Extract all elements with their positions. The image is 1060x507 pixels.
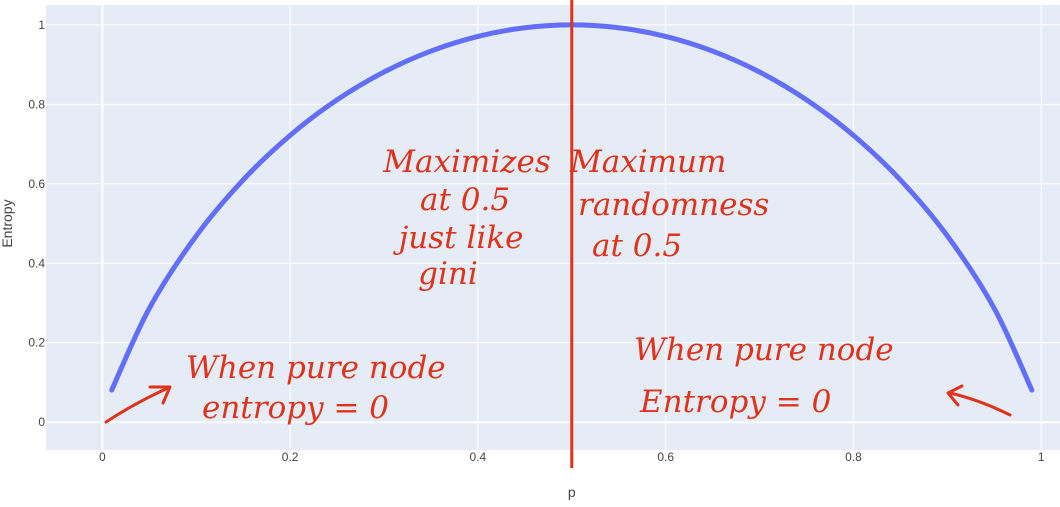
right-arrow xyxy=(946,384,1012,417)
annotation-right-top-line-3: at 0.5 xyxy=(592,228,682,264)
plot-background xyxy=(46,5,1060,450)
left-arrow xyxy=(104,385,172,424)
x-tick-label: 0.4 xyxy=(470,450,487,464)
y-tick-labels: 0 0.2 0.4 0.6 0.8 1 xyxy=(28,18,45,429)
x-tick-label: 0 xyxy=(99,450,106,464)
annotation-right-top-line-2: randomness xyxy=(578,187,769,223)
x-tick-label: 0.2 xyxy=(282,450,299,464)
y-tick-label: 0.6 xyxy=(28,177,45,191)
annotation-left-top-line-3: just like xyxy=(393,220,524,256)
annotation-left-top-line-2: at 0.5 xyxy=(420,182,510,218)
x-tick-label: 1 xyxy=(1038,450,1045,464)
annotation-right-bottom-line-2: Entropy = 0 xyxy=(639,384,831,420)
zero-lines xyxy=(46,5,1060,450)
annotation-right-top: Maximum randomness at 0.5 xyxy=(569,144,779,264)
x-axis-label: p xyxy=(568,484,576,500)
y-tick-label: 0.4 xyxy=(28,256,45,270)
annotation-right-bottom: When pure node Entropy = 0 xyxy=(634,332,904,420)
y-tick-label: 0 xyxy=(38,415,45,429)
annotation-left-bottom-line-2: entropy = 0 xyxy=(202,390,389,426)
y-tick-label: 0.2 xyxy=(28,336,45,350)
annotation-left-top: Maximizes at 0.5 just like gini xyxy=(382,144,560,292)
annotation-left-bottom-line-1: When pure node xyxy=(186,350,446,386)
x-tick-label: 0.6 xyxy=(657,450,674,464)
y-tick-label: 0.8 xyxy=(28,97,45,111)
annotation-left-bottom: When pure node entropy = 0 xyxy=(186,350,456,426)
annotation-left-top-line-4: gini xyxy=(418,256,478,292)
y-tick-label: 1 xyxy=(38,18,45,32)
annotation-arrows xyxy=(104,384,1012,424)
annotation-left-top-line-1: Maximizes xyxy=(382,144,551,180)
y-axis-label: Entropy xyxy=(0,199,15,247)
x-tick-label: 0.8 xyxy=(845,450,862,464)
annotation-right-top-line-1: Maximum xyxy=(569,144,726,180)
annotation-right-bottom-line-1: When pure node xyxy=(634,332,894,368)
x-tick-labels: 0 0.2 0.4 0.6 0.8 1 xyxy=(99,450,1045,464)
